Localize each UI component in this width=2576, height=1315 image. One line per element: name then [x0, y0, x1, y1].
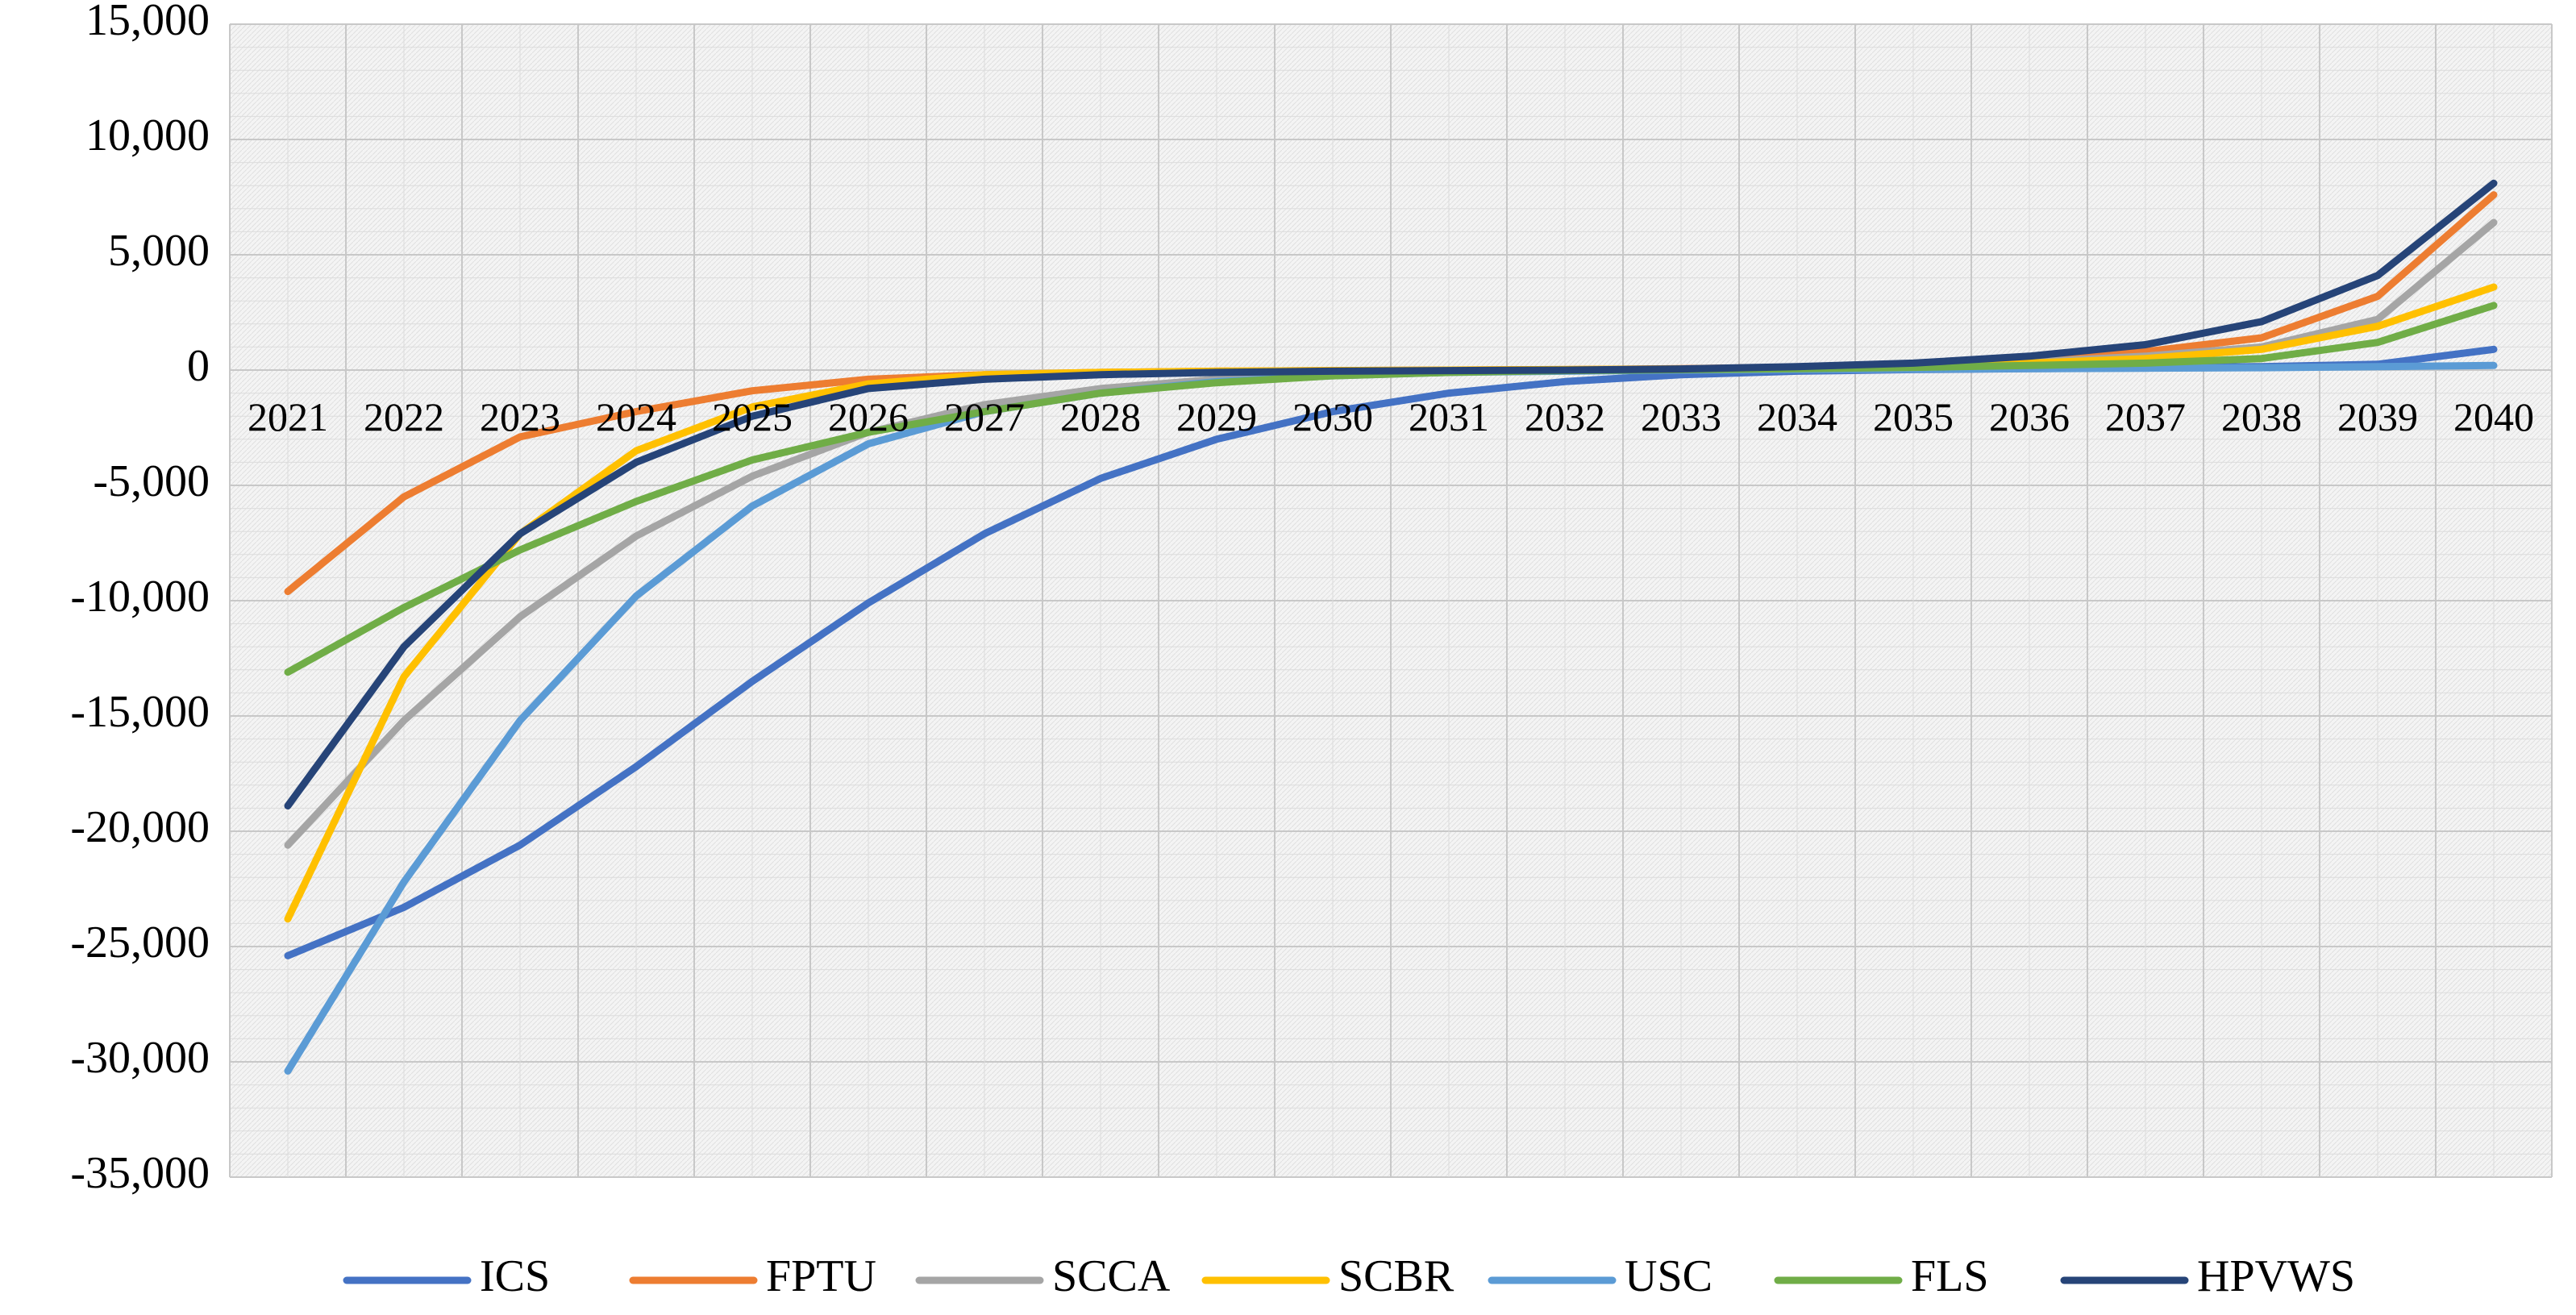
y-tick-label: 15,000 — [85, 0, 210, 45]
x-tick-label: 2037 — [2105, 394, 2186, 439]
x-tick-label: 2035 — [1873, 394, 1954, 439]
x-axis: 2021 2022 2023 2024 2025 2026 2027 2028 2029 2030… — [248, 394, 2534, 439]
y-tick-label: -10,000 — [70, 572, 210, 622]
x-tick-label: 2028 — [1060, 394, 1141, 439]
x-tick-label: 2022 — [364, 394, 444, 439]
x-tick-label: 2027 — [944, 394, 1025, 439]
y-tick-label: -25,000 — [70, 918, 210, 968]
x-tick-label: 2040 — [2453, 394, 2534, 439]
x-tick-label: 2034 — [1757, 394, 1837, 439]
x-tick-label: 2030 — [1292, 394, 1373, 439]
gridlines — [229, 23, 2553, 1178]
x-tick-label: 2036 — [1989, 394, 2070, 439]
x-tick-label: 2024 — [596, 394, 676, 439]
legend-label-ics: ICS — [480, 1251, 550, 1301]
y-axis: 15,000 10,000 5,000 0 -5,000 -10,000 -15,000 -2… — [70, 0, 210, 1198]
y-tick-label: 10,000 — [85, 110, 210, 160]
x-tick-label: 2032 — [1525, 394, 1605, 439]
x-tick-label: 2026 — [828, 394, 909, 439]
legend-label-hpvws: HPVWS — [2197, 1251, 2355, 1301]
x-tick-label: 2033 — [1641, 394, 1721, 439]
legend-label-scca: SCCA — [1052, 1251, 1171, 1301]
legend: ICS FPTU SCCA SCBR USC FLS HPVWS — [343, 1251, 2355, 1301]
legend-label-fls: FLS — [1911, 1251, 1989, 1301]
y-tick-label: -5,000 — [93, 456, 210, 506]
y-tick-label: 0 — [187, 341, 210, 391]
x-tick-label: 2025 — [712, 394, 793, 439]
series-lines — [284, 179, 2498, 1075]
x-tick-label: 2031 — [1409, 394, 1489, 439]
y-tick-label: -15,000 — [70, 687, 210, 737]
y-tick-label: -35,000 — [70, 1148, 210, 1198]
legend-label-scbr: SCBR — [1338, 1251, 1454, 1301]
x-tick-label: 2038 — [2221, 394, 2302, 439]
x-tick-label: 2023 — [480, 394, 560, 439]
legend-label-fptu: FPTU — [766, 1251, 876, 1301]
x-tick-label: 2029 — [1176, 394, 1257, 439]
x-tick-label: 2021 — [248, 394, 328, 439]
x-tick-label: 2039 — [2337, 394, 2418, 439]
y-tick-label: -20,000 — [70, 802, 210, 852]
series-line-hpvws — [284, 179, 2498, 809]
legend-label-usc: USC — [1625, 1251, 1712, 1301]
y-tick-label: 5,000 — [108, 226, 210, 276]
y-tick-label: -30,000 — [70, 1033, 210, 1083]
